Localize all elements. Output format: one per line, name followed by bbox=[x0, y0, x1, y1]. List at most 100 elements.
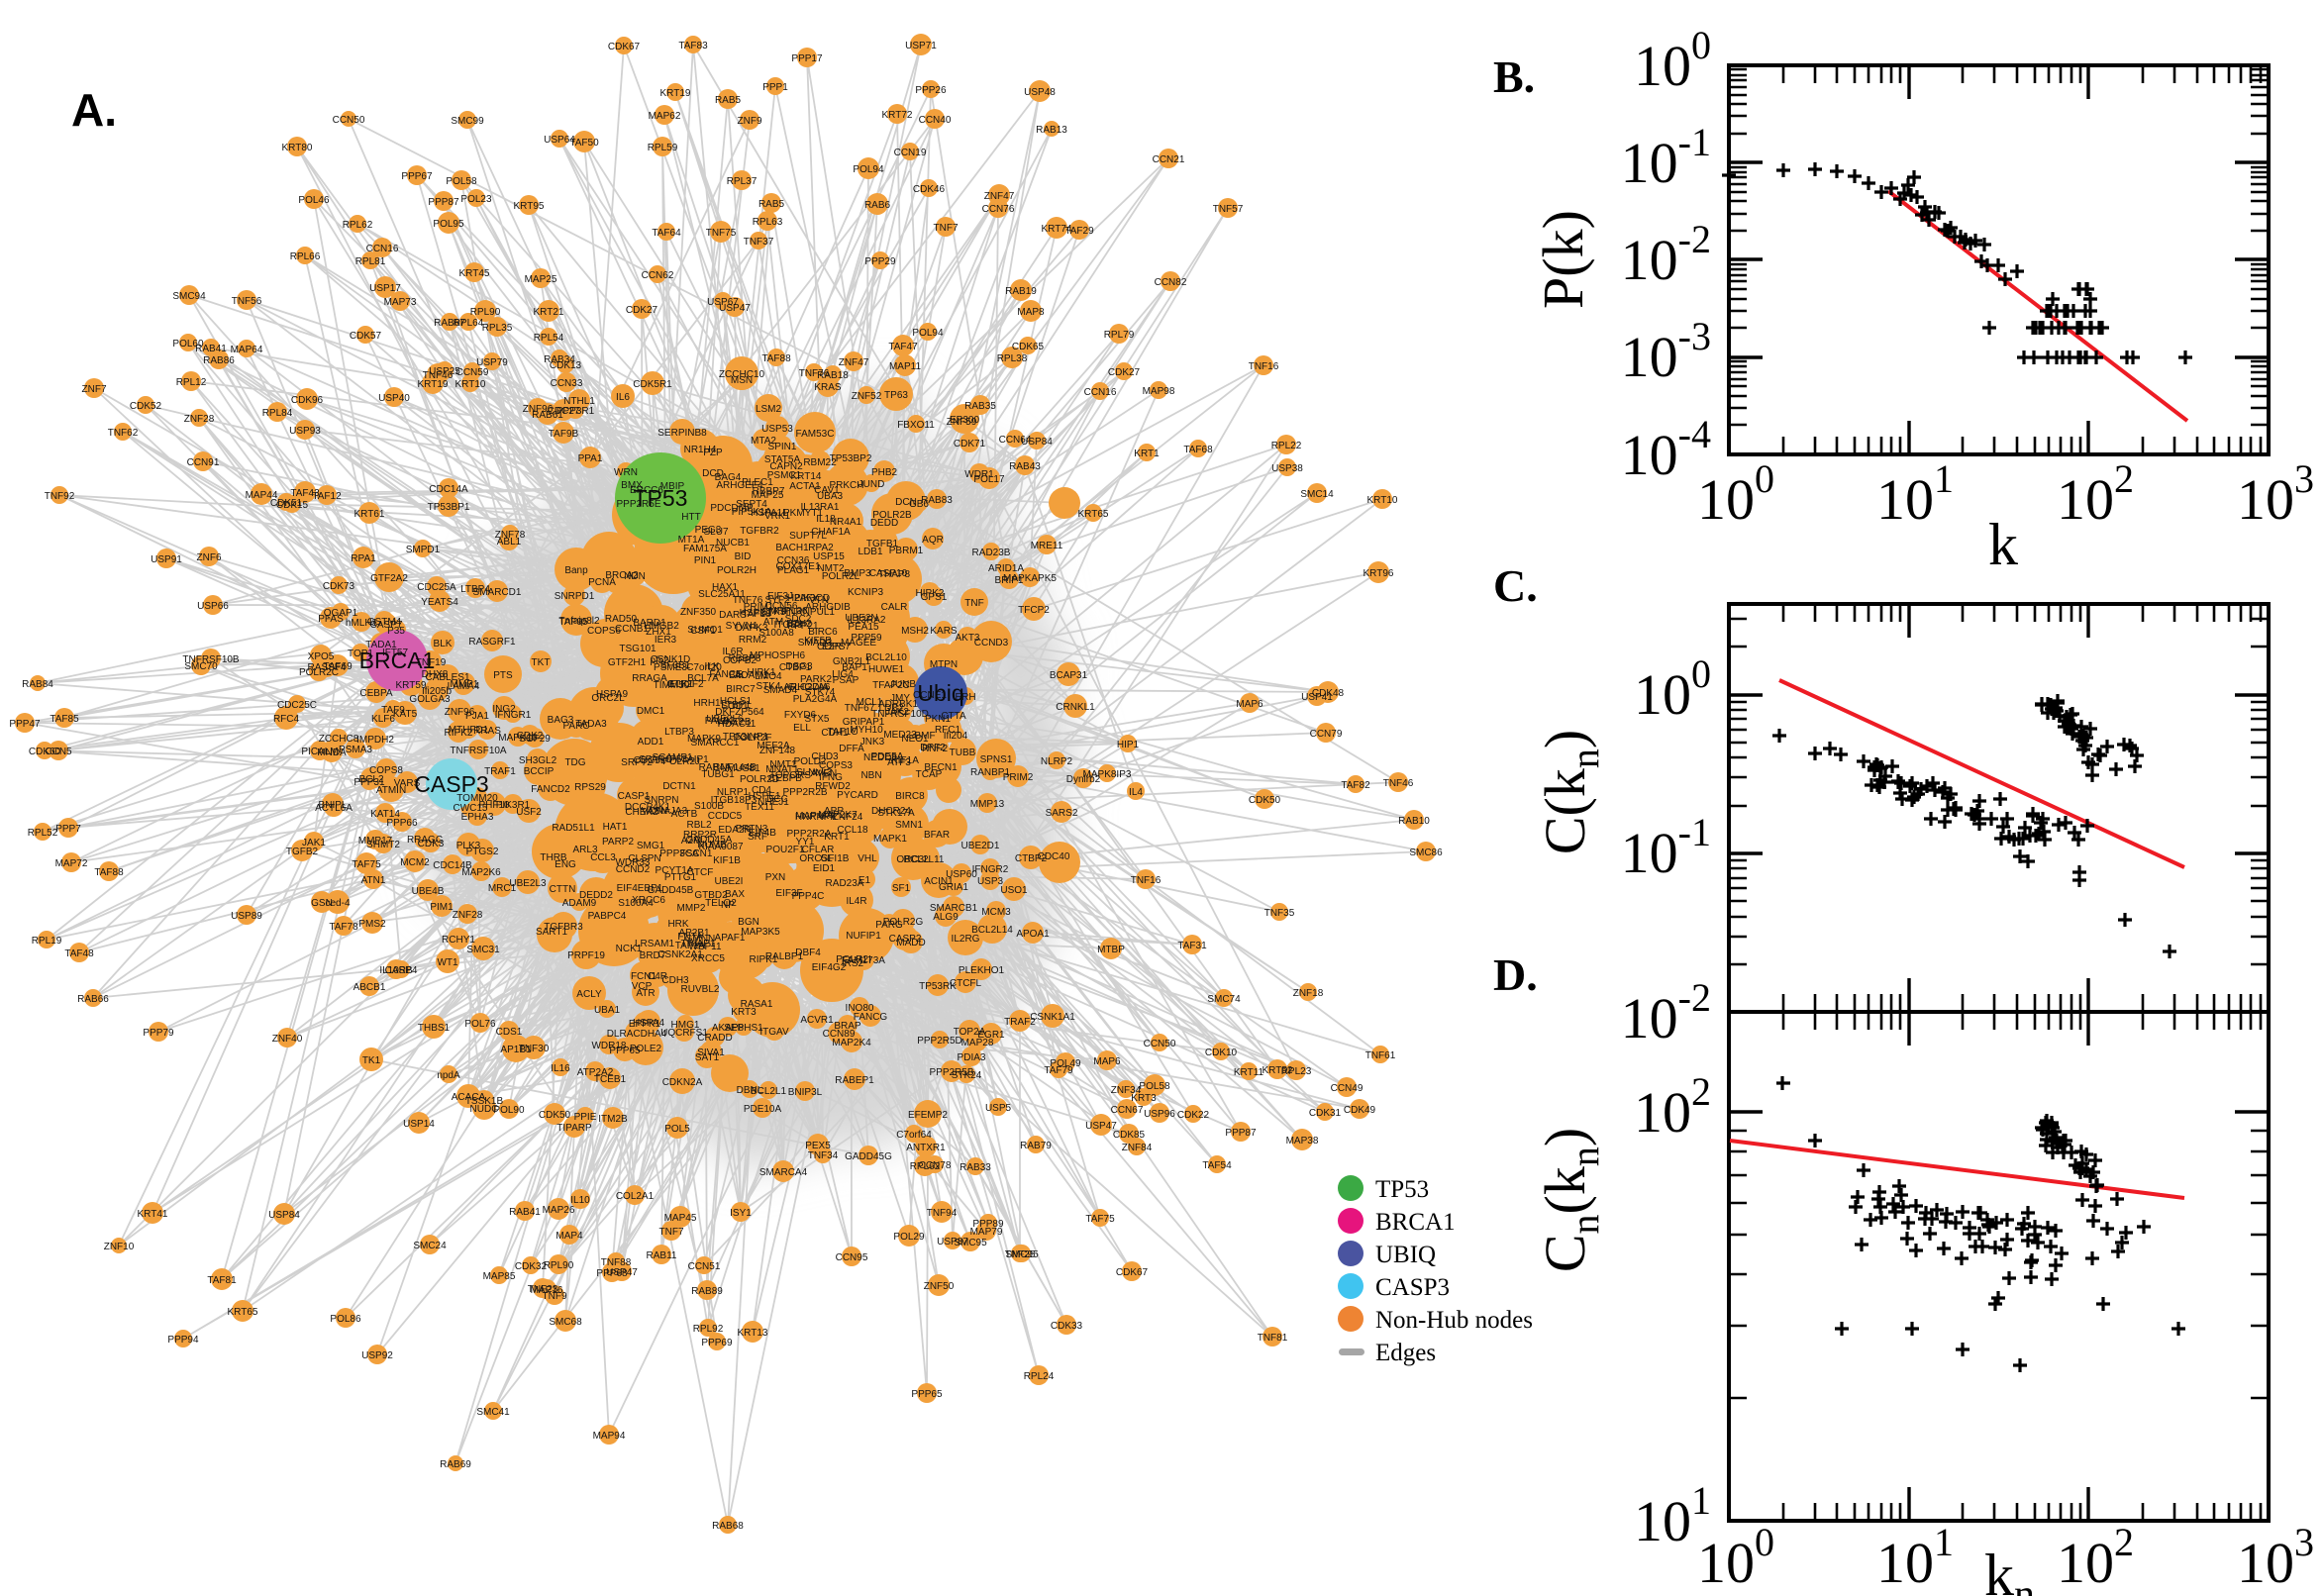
svg-text:KRT19: KRT19 bbox=[660, 88, 691, 99]
svg-text:H2AFY: H2AFY bbox=[787, 593, 820, 604]
svg-text:PYCARD: PYCARD bbox=[837, 790, 878, 801]
svg-text:IL10RB: IL10RB bbox=[379, 965, 413, 976]
svg-text:PIP5K1A: PIP5K1A bbox=[732, 507, 772, 518]
svg-text:DMC1: DMC1 bbox=[637, 706, 665, 717]
svg-text:USP3: USP3 bbox=[977, 876, 1004, 887]
svg-text:WNT2B: WNT2B bbox=[717, 717, 752, 728]
svg-text:SF3B1: SF3B1 bbox=[660, 660, 691, 671]
svg-text:CDK65: CDK65 bbox=[1012, 342, 1045, 352]
svg-text:USP92: USP92 bbox=[361, 1350, 393, 1361]
svg-text:CCN89: CCN89 bbox=[823, 1029, 856, 1040]
svg-text:CDH3: CDH3 bbox=[661, 975, 689, 986]
svg-text:RPL54: RPL54 bbox=[534, 333, 564, 344]
svg-text:VASN: VASN bbox=[642, 806, 668, 817]
svg-text:FNTA: FNTA bbox=[677, 932, 703, 943]
svg-text:DBNL: DBNL bbox=[737, 1085, 763, 1096]
svg-text:TGFBR2: TGFBR2 bbox=[740, 526, 779, 537]
svg-text:TSSK1B: TSSK1B bbox=[465, 1096, 504, 1107]
svg-text:PPP3CA: PPP3CA bbox=[659, 848, 699, 859]
svg-text:IL18: IL18 bbox=[816, 514, 836, 525]
svg-text:USP91: USP91 bbox=[151, 554, 182, 565]
svg-text:GSTM4: GSTM4 bbox=[367, 617, 402, 628]
svg-text:MAP38: MAP38 bbox=[1286, 1136, 1319, 1147]
svg-text:E1: E1 bbox=[858, 875, 871, 886]
svg-text:SMC31: SMC31 bbox=[466, 945, 500, 955]
svg-text:RPL35: RPL35 bbox=[482, 323, 513, 334]
svg-text:DHCR24: DHCR24 bbox=[871, 806, 911, 817]
svg-text:IMPDH2: IMPDH2 bbox=[356, 735, 394, 746]
svg-text:TP53INP1: TP53INP1 bbox=[723, 732, 769, 743]
svg-text:BIRC8: BIRC8 bbox=[895, 791, 925, 802]
svg-text:VHL: VHL bbox=[858, 853, 877, 864]
svg-text:RAB89: RAB89 bbox=[691, 1286, 723, 1297]
svg-text:RPL62: RPL62 bbox=[343, 220, 373, 231]
svg-text:IL13RA2: IL13RA2 bbox=[848, 615, 886, 626]
svg-text:PLEC1: PLEC1 bbox=[742, 477, 773, 488]
svg-text:CCND2: CCND2 bbox=[616, 864, 651, 875]
svg-text:USP93: USP93 bbox=[289, 426, 321, 437]
svg-text:PFAS: PFAS bbox=[318, 614, 344, 625]
svg-text:SMARCC1: SMARCC1 bbox=[691, 738, 740, 748]
svg-text:CCN91: CCN91 bbox=[187, 457, 220, 468]
svg-text:SPARC: SPARC bbox=[639, 754, 672, 765]
svg-text:KAT5: KAT5 bbox=[393, 709, 418, 720]
svg-text:TUBG1: TUBG1 bbox=[701, 769, 735, 780]
svg-text:DEDD2: DEDD2 bbox=[579, 890, 613, 901]
svg-text:MUS81: MUS81 bbox=[727, 763, 760, 774]
svg-text:PSME3: PSME3 bbox=[654, 662, 687, 673]
svg-text:ZNF7: ZNF7 bbox=[82, 384, 107, 395]
svg-text:GTF2H1: GTF2H1 bbox=[608, 657, 647, 668]
svg-text:CCN56: CCN56 bbox=[765, 601, 798, 612]
svg-text:HNRNPK: HNRNPK bbox=[795, 812, 838, 823]
svg-text:NEDD8: NEDD8 bbox=[863, 752, 897, 763]
svg-text:KRT74: KRT74 bbox=[1042, 224, 1072, 235]
svg-text:C.: C. bbox=[1493, 560, 1538, 611]
svg-text:PPP17: PPP17 bbox=[791, 53, 823, 64]
svg-text:CAV1: CAV1 bbox=[814, 485, 840, 496]
svg-text:TEX11: TEX11 bbox=[745, 802, 774, 813]
svg-text:CCN76: CCN76 bbox=[982, 204, 1015, 215]
svg-text:CCN82: CCN82 bbox=[1155, 277, 1187, 288]
svg-text:MAP85: MAP85 bbox=[483, 1271, 516, 1282]
svg-text:MAP6: MAP6 bbox=[1093, 1056, 1121, 1067]
svg-text:TRAF2: TRAF2 bbox=[1004, 1017, 1036, 1028]
svg-text:RPL90: RPL90 bbox=[544, 1260, 574, 1271]
svg-text:PPP26: PPP26 bbox=[915, 85, 947, 96]
svg-text:CCND3: CCND3 bbox=[974, 638, 1009, 648]
svg-text:POLR2D: POLR2D bbox=[740, 774, 779, 785]
svg-text:RAB6: RAB6 bbox=[864, 200, 891, 211]
svg-text:SART1: SART1 bbox=[536, 927, 567, 938]
svg-text:RAD23A: RAD23A bbox=[826, 878, 864, 889]
svg-text:UBE2I: UBE2I bbox=[715, 876, 744, 887]
svg-text:TAF1C: TAF1C bbox=[828, 727, 858, 738]
svg-text:ACACA: ACACA bbox=[452, 1092, 486, 1103]
svg-text:BAG3: BAG3 bbox=[548, 715, 574, 726]
svg-text:FBXO11: FBXO11 bbox=[897, 420, 935, 431]
svg-text:FAM175A: FAM175A bbox=[683, 544, 727, 554]
svg-text:PABPC4: PABPC4 bbox=[588, 911, 627, 922]
svg-text:KARS: KARS bbox=[930, 626, 958, 637]
svg-text:FCN1: FCN1 bbox=[631, 971, 657, 982]
svg-text:EIF4G2: EIF4G2 bbox=[812, 962, 847, 973]
svg-text:SLC25A11: SLC25A11 bbox=[698, 589, 746, 600]
svg-text:TIPARP: TIPARP bbox=[556, 1123, 592, 1134]
svg-text:CCN50: CCN50 bbox=[333, 115, 365, 126]
svg-text:CCNB1: CCNB1 bbox=[615, 624, 649, 635]
svg-text:PARC: PARC bbox=[562, 721, 589, 732]
svg-text:SYVN1: SYVN1 bbox=[726, 621, 758, 632]
svg-text:HIPK1: HIPK1 bbox=[748, 667, 776, 678]
svg-text:LTBP3: LTBP3 bbox=[664, 727, 694, 738]
svg-text:BACH1: BACH1 bbox=[775, 543, 809, 553]
svg-text:RBBP8: RBBP8 bbox=[729, 653, 761, 664]
svg-text:ACTL6A: ACTL6A bbox=[315, 803, 353, 814]
svg-text:C7orf20: C7orf20 bbox=[686, 662, 722, 673]
svg-text:RAB10: RAB10 bbox=[1398, 816, 1430, 827]
svg-text:COPB2: COPB2 bbox=[723, 655, 757, 666]
svg-text:USP60: USP60 bbox=[946, 869, 977, 880]
svg-text:POL95: POL95 bbox=[433, 219, 464, 230]
svg-text:CASP7: CASP7 bbox=[370, 620, 403, 631]
svg-text:SIVA1: SIVA1 bbox=[697, 1047, 725, 1058]
svg-text:POL5: POL5 bbox=[664, 1124, 690, 1135]
svg-text:JUNB: JUNB bbox=[890, 679, 916, 690]
svg-text:MAP26: MAP26 bbox=[543, 1205, 575, 1216]
